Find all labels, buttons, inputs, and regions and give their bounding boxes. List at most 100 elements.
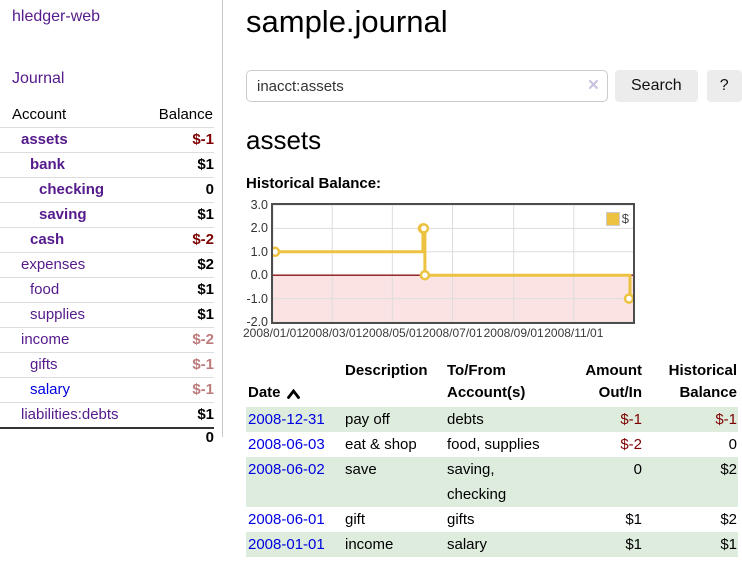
- account-balance: $1: [146, 202, 214, 228]
- account-link-bank[interactable]: bank: [30, 156, 66, 173]
- account-link-supplies[interactable]: supplies: [30, 306, 86, 323]
- account-link-cash[interactable]: cash: [30, 231, 65, 248]
- y-tick-label: -1.0: [246, 291, 268, 306]
- accounts-header-row: Account Balance: [0, 103, 214, 128]
- account-link-checking[interactable]: checking: [39, 181, 105, 198]
- transaction-description: pay off: [343, 407, 445, 432]
- register-row: 2008-06-03 eat & shop food, supplies $-2…: [246, 432, 738, 457]
- account-link-food[interactable]: food: [30, 281, 60, 298]
- account-row-assets: assets $-1: [0, 127, 214, 153]
- transaction-amount: $1: [575, 532, 643, 557]
- chart-y-axis: 3.0 2.0 1.0 0.0 -1.0 -2.0: [246, 198, 268, 329]
- account-balance: $-2: [146, 227, 214, 253]
- account-balance: $2: [146, 252, 214, 278]
- transaction-amount: $-1: [575, 407, 643, 432]
- account-link-liabilities-debts[interactable]: liabilities:debts: [21, 406, 119, 423]
- register-row: 2008-12-31 pay off debts $-1 $-1: [246, 407, 738, 432]
- page-title: sample.journal: [246, 4, 448, 39]
- accounts-table: Account Balance assets $-1 bank $1 check…: [0, 103, 214, 447]
- legend-swatch: [605, 211, 620, 226]
- account-link-expenses[interactable]: expenses: [21, 256, 86, 273]
- account-link-saving[interactable]: saving: [39, 206, 87, 223]
- account-row-saving: saving $1: [0, 202, 214, 228]
- x-tick-label: 2008/07/01: [422, 326, 483, 340]
- chart-legend: $: [605, 211, 629, 226]
- help-button[interactable]: ?: [706, 70, 742, 102]
- main-panel: sample.journal × Search ? assets Histori…: [243, 0, 742, 582]
- transaction-balance: $2: [720, 511, 737, 528]
- transaction-description: gift: [345, 511, 366, 528]
- y-tick-label: 0.0: [250, 268, 268, 283]
- app-brand-link[interactable]: hledger-web: [12, 8, 101, 25]
- y-tick-label: -2.0: [246, 315, 268, 329]
- y-tick-label: 2.0: [250, 221, 268, 236]
- y-tick-label: 3.0: [250, 198, 268, 212]
- accounts-total-balance: 0: [146, 427, 214, 447]
- search-button[interactable]: Search: [615, 70, 698, 102]
- transaction-date-link[interactable]: 2008-12-31: [248, 411, 325, 428]
- accounts-header-balance: Balance: [158, 106, 213, 123]
- account-row-supplies: supplies $1: [0, 302, 214, 328]
- register-row: 2008-06-01 gift gifts $1 $2: [246, 507, 738, 532]
- transaction-accounts: salary: [445, 532, 575, 557]
- account-row-food: food $1: [0, 277, 214, 303]
- transaction-amount: $-2: [620, 436, 642, 453]
- register-table: Date Description To/From Account(s) Amou…: [246, 360, 738, 557]
- transaction-date-link[interactable]: 2008-06-02: [248, 461, 325, 478]
- account-row-gifts: gifts $-1: [0, 352, 214, 378]
- sort-ascending-icon: [286, 389, 300, 399]
- transaction-description: income: [343, 532, 445, 557]
- x-tick-label: 2008/09/01: [483, 326, 544, 340]
- transaction-accounts: debts: [445, 407, 575, 432]
- clear-search-icon[interactable]: ×: [587, 75, 599, 96]
- x-tick-label: 2008/03/01: [302, 326, 363, 340]
- account-balance: $-2: [146, 327, 214, 353]
- account-balance: $1: [146, 277, 214, 303]
- account-link-income[interactable]: income: [21, 331, 70, 348]
- account-row-liabilities-debts: liabilities:debts $1: [0, 402, 214, 428]
- account-balance: $1: [146, 402, 214, 428]
- accounts-total-row: 0: [0, 427, 214, 447]
- transaction-accounts: saving, checking: [445, 457, 575, 507]
- chart-x-axis: 2008/01/01 2008/03/01 2008/05/01 2008/07/01…: [243, 326, 633, 342]
- account-balance: 0: [146, 177, 214, 203]
- transaction-balance: $1: [643, 532, 738, 557]
- search-form: × Search ?: [246, 70, 742, 102]
- register-header-description: Description: [345, 362, 428, 379]
- account-link-assets[interactable]: assets: [21, 131, 68, 148]
- account-balance: $-1: [146, 352, 214, 378]
- search-input[interactable]: [246, 70, 608, 102]
- account-row-expenses: expenses $2: [0, 252, 214, 278]
- transaction-date-link[interactable]: 2008-06-01: [248, 511, 325, 528]
- account-balance: $1: [146, 302, 214, 328]
- transaction-accounts: gifts: [447, 511, 475, 528]
- register-row: 2008-01-01 income salary $1 $1: [246, 532, 738, 557]
- x-tick-label: 2008/11/01: [544, 326, 604, 340]
- transaction-balance: 0: [728, 436, 737, 453]
- transaction-date-link[interactable]: 2008-06-03: [248, 436, 325, 453]
- account-row-checking: checking 0: [0, 177, 214, 203]
- balance-chart: $: [271, 203, 635, 324]
- legend-label: $: [621, 211, 629, 226]
- account-balance: $-1: [146, 127, 214, 153]
- accounts-header-account: Account: [12, 106, 67, 123]
- account-link-salary[interactable]: salary: [30, 381, 71, 398]
- register-header-accounts: To/From Account(s): [447, 362, 526, 401]
- register-header-amount: Amount Out/In: [585, 362, 642, 401]
- account-heading: assets: [246, 125, 322, 155]
- transaction-date-link[interactable]: 2008-01-01: [248, 536, 325, 553]
- chart-canvas: [273, 205, 633, 322]
- sidebar-item-journal[interactable]: Journal: [12, 70, 65, 87]
- register-header-date[interactable]: Date: [246, 360, 343, 407]
- transaction-balance: $2: [643, 457, 738, 507]
- x-tick-label: 2008/05/01: [362, 326, 423, 340]
- account-balance: $-1: [146, 377, 214, 403]
- account-row-salary: salary $-1: [0, 377, 214, 403]
- sidebar: hledger-web Journal Account Balance asse…: [0, 0, 223, 447]
- register-header-balance: Historical Balance: [668, 362, 737, 401]
- transaction-accounts: food, supplies: [447, 436, 540, 453]
- transaction-balance: $-1: [643, 407, 738, 432]
- chart-title: Historical Balance:: [246, 175, 382, 192]
- x-tick-label: 2008/01/01: [242, 326, 304, 340]
- account-link-gifts[interactable]: gifts: [30, 356, 58, 373]
